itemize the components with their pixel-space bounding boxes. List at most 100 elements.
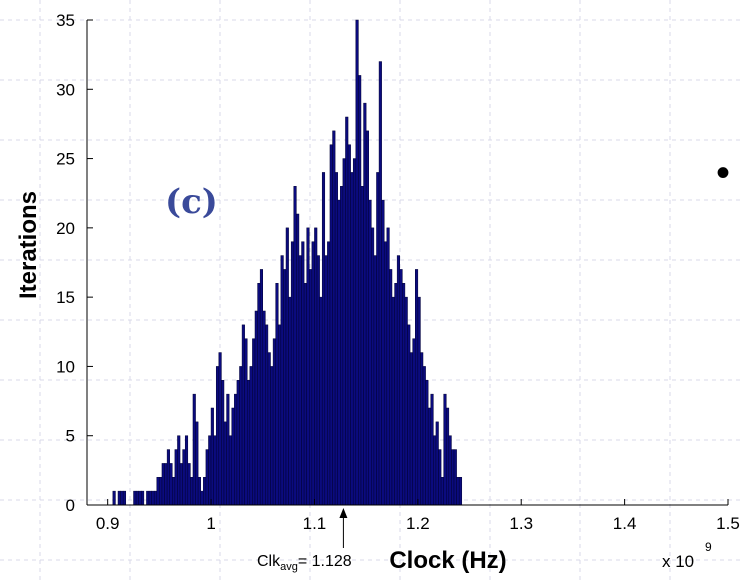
y-tick-label: 10 <box>56 357 75 376</box>
annotation-arrowhead <box>339 508 348 518</box>
histogram-bar <box>412 338 416 506</box>
x-axis-label: Clock (Hz) <box>389 547 506 574</box>
histogram-bar <box>267 352 271 506</box>
histogram-bar <box>195 421 199 506</box>
histogram-bar <box>179 463 183 506</box>
annotation-text-main: Clk <box>257 553 281 570</box>
y-tick-label: 30 <box>56 80 75 99</box>
histogram-bar <box>298 255 302 506</box>
x-tick-label: 1 <box>206 514 215 533</box>
y-tick-label: 0 <box>66 496 75 515</box>
histogram-bar <box>213 435 217 506</box>
clk-avg-annotation: Clkavg= 1.128 <box>257 508 352 573</box>
histogram-bar <box>141 490 145 506</box>
histogram-bar <box>197 477 201 506</box>
histogram-bar <box>365 130 369 506</box>
histogram-bar <box>133 490 137 506</box>
histogram-bar <box>172 477 176 506</box>
histogram-bar <box>306 227 310 506</box>
histogram-bar <box>303 283 307 506</box>
histogram-bar <box>156 477 160 506</box>
histogram-bar <box>420 352 424 506</box>
histogram-bar <box>332 130 336 506</box>
histogram-bar <box>159 477 163 506</box>
histogram-bar <box>440 477 444 506</box>
histogram-bar <box>350 172 354 506</box>
histogram-bar <box>314 227 318 506</box>
histogram-bar <box>283 269 287 506</box>
histogram-bar <box>301 241 305 506</box>
histogram-bar <box>329 144 333 506</box>
histogram-bar <box>148 490 152 506</box>
histogram-bar <box>290 241 295 506</box>
histogram-bar <box>285 227 289 506</box>
histogram-bar <box>270 366 274 506</box>
histogram-bar <box>151 490 155 506</box>
y-tick-label: 5 <box>66 427 75 446</box>
histogram-bar <box>386 227 390 506</box>
histogram-bar <box>278 324 282 506</box>
histogram-bar <box>241 324 245 506</box>
histogram-bar <box>319 296 323 506</box>
histogram-bar <box>138 490 142 506</box>
histogram-bar <box>112 490 116 506</box>
histogram-bar <box>161 463 165 506</box>
histogram-bar <box>383 241 388 506</box>
histogram-bar <box>404 296 408 506</box>
histogram-bar <box>321 172 326 506</box>
histogram-bar <box>120 490 124 506</box>
histogram-bar <box>355 19 359 506</box>
histogram-bar <box>166 449 170 506</box>
histogram-bar <box>371 227 375 506</box>
histogram-bar <box>399 269 403 506</box>
histogram-bar <box>205 449 209 506</box>
histogram-bar <box>409 352 413 506</box>
histogram-bar <box>288 296 292 506</box>
histogram-bar <box>435 421 439 506</box>
histogram-bar <box>228 435 232 506</box>
histogram-bar <box>347 144 351 506</box>
histogram-bar <box>402 283 406 506</box>
histogram-bar <box>415 269 419 506</box>
histogram-bar <box>425 380 429 506</box>
histogram-bar <box>117 490 121 506</box>
bullet-marker: • <box>716 151 730 195</box>
histogram-bar <box>223 421 227 506</box>
histogram-bar <box>244 338 248 506</box>
histogram-bar <box>221 380 225 506</box>
x-tick-label: 1.5 <box>716 514 740 533</box>
histogram-bar <box>378 61 382 506</box>
histogram-bar <box>259 269 264 506</box>
histogram-bar <box>272 338 276 506</box>
histogram-bar <box>226 393 230 506</box>
histogram-bar <box>275 283 279 506</box>
histogram-bar <box>122 490 127 506</box>
histogram-bar <box>363 102 367 506</box>
histogram-bar <box>182 449 186 506</box>
panel-label: (c) <box>165 182 218 222</box>
histogram-bar <box>218 352 222 506</box>
histogram-bar <box>236 380 240 506</box>
histogram-bar <box>407 324 411 506</box>
histogram-bar <box>177 435 181 506</box>
ticks: 0.9 1 1.1 1.2 1.3 1.4 1.5 0 5 10 15 20 25 30 35 <box>56 11 740 533</box>
annotation-text: Clkavg= 1.128 <box>257 553 352 573</box>
histogram-bar <box>438 449 442 506</box>
histogram-bar <box>373 255 377 506</box>
histogram-bar <box>231 407 235 506</box>
annotation-text-value: = 1.128 <box>298 553 352 570</box>
histogram-bar <box>345 116 349 506</box>
histogram-bar <box>324 255 328 506</box>
histogram-bar <box>316 255 320 506</box>
histogram-bar <box>153 490 158 506</box>
histogram-bar <box>427 407 432 506</box>
histogram-bar <box>135 490 139 506</box>
histogram-bar <box>396 255 400 506</box>
histogram-bar <box>433 435 437 506</box>
histogram-bar <box>358 75 362 506</box>
histogram-bar <box>458 477 463 506</box>
y-tick-label: 15 <box>56 288 75 307</box>
histogram-bar <box>293 186 297 506</box>
histogram-bar <box>146 490 150 506</box>
